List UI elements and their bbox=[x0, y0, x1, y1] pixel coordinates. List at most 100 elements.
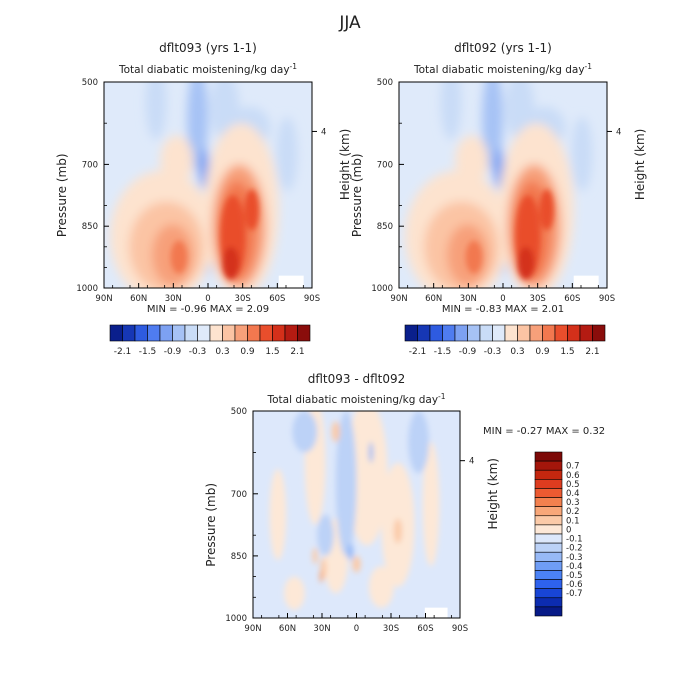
colorbar-box bbox=[592, 324, 606, 342]
subtitle-superscript: -1 bbox=[290, 62, 298, 71]
blob-small bbox=[331, 421, 340, 443]
colorbar-dflt092: -2.1 -1.5 -0.9 -0.3 0.3 0.9 1.5 2.1 bbox=[404, 324, 606, 357]
blob-small bbox=[347, 543, 354, 561]
colorbar-label: 0 bbox=[566, 525, 571, 535]
heatmap-field bbox=[104, 82, 312, 288]
panel-difference: dflt093 - dflt092 Total diabatic moisteni… bbox=[204, 372, 605, 634]
figure-title: JJA bbox=[338, 13, 361, 33]
x-tick-label: 90S bbox=[452, 624, 468, 634]
colorbar-label: 1.5 bbox=[560, 347, 574, 357]
colorbar-box bbox=[429, 324, 443, 342]
colorbar-box bbox=[284, 324, 298, 342]
x-tick-label: 0 bbox=[500, 294, 505, 304]
x-tick-label: 90N bbox=[244, 624, 261, 634]
blob-pos bbox=[346, 411, 388, 546]
colorbar-box bbox=[534, 597, 563, 608]
blob-neg bbox=[440, 82, 462, 140]
colorbar-box bbox=[479, 324, 493, 342]
blob-small bbox=[312, 547, 318, 565]
colorbar-label: -2.1 bbox=[114, 347, 132, 357]
panel-title: dflt093 (yrs 1-1) bbox=[159, 41, 257, 55]
subtitle-text: Total diabatic moistening/kg day bbox=[413, 64, 585, 76]
y-right-axis-title: Height (km) bbox=[633, 129, 647, 200]
x-tick-label: 30N bbox=[460, 294, 477, 304]
colorbar-box bbox=[454, 324, 468, 342]
blob-core bbox=[465, 240, 483, 274]
x-tick-label: 60N bbox=[425, 294, 442, 304]
colorbar-box bbox=[234, 324, 248, 342]
height-tick-label: 4 bbox=[321, 127, 326, 137]
colorbar-box bbox=[159, 324, 173, 342]
colorbar-label: -0.2 bbox=[566, 544, 583, 554]
blob-core bbox=[170, 240, 188, 274]
colorbar-box bbox=[534, 533, 563, 544]
colorbar-box bbox=[534, 497, 563, 507]
y-axis-title: Pressure (mb) bbox=[55, 153, 69, 237]
colorbar-box bbox=[184, 324, 198, 342]
colorbar-box bbox=[297, 324, 311, 342]
blob-small bbox=[393, 518, 403, 544]
min-max-stats: MIN = -0.83 MAX = 2.01 bbox=[442, 304, 564, 315]
colorbar-label: 0.2 bbox=[566, 507, 580, 517]
x-tick-label: 60S bbox=[269, 294, 285, 304]
colorbar-label: 1.5 bbox=[265, 347, 279, 357]
x-tick-label: 60S bbox=[564, 294, 580, 304]
blob-neg bbox=[276, 117, 298, 192]
blob-neg bbox=[317, 514, 334, 556]
colorbar-label: 0.9 bbox=[240, 347, 255, 357]
blob-pos bbox=[284, 576, 305, 610]
missing-data bbox=[573, 275, 599, 288]
blob-neg bbox=[571, 117, 593, 192]
blob-core bbox=[244, 189, 259, 231]
colorbar-label: -0.4 bbox=[566, 562, 583, 572]
height-tick-label: 4 bbox=[469, 457, 474, 467]
blob-pos bbox=[160, 135, 194, 185]
x-tick-label: 90S bbox=[599, 294, 615, 304]
colorbar-label: 2.1 bbox=[290, 347, 304, 357]
blob-small bbox=[368, 442, 374, 463]
colorbar-box bbox=[534, 561, 563, 571]
panel-subtitle: Total diabatic moistening/kg day-1 bbox=[266, 392, 445, 406]
y-tick-label: 1000 bbox=[76, 284, 98, 294]
x-tick-label: 90N bbox=[95, 294, 112, 304]
y-tick-label: 700 bbox=[82, 160, 98, 170]
colorbar-box bbox=[222, 324, 236, 342]
subtitle-superscript: -1 bbox=[438, 392, 446, 401]
y-right-axis-title: Height (km) bbox=[486, 458, 500, 529]
colorbar-box bbox=[534, 606, 563, 617]
y-axis-title: Pressure (mb) bbox=[350, 153, 364, 237]
y-tick-label: 850 bbox=[377, 222, 393, 232]
colorbar-box bbox=[579, 324, 593, 342]
colorbar-label: 0.6 bbox=[566, 471, 580, 481]
blob-core bbox=[539, 189, 554, 231]
x-tick-label: 30N bbox=[165, 294, 182, 304]
x-tick-label: 90S bbox=[304, 294, 320, 304]
subtitle-text: Total diabatic moistening/kg day bbox=[266, 394, 438, 406]
colorbar-box bbox=[534, 479, 563, 489]
colorbar-difference: 0.70.60.50.40.30.20.10-0.1-0.2-0.3-0.4-0… bbox=[534, 451, 583, 617]
colorbar-box bbox=[567, 324, 581, 342]
colorbar-label: -0.3 bbox=[484, 347, 502, 357]
y-tick-label: 700 bbox=[231, 490, 247, 500]
colorbar-label: 0.4 bbox=[566, 489, 580, 499]
x-tick-label: 30N bbox=[313, 624, 330, 634]
blob-neg bbox=[292, 411, 318, 453]
colorbar-box bbox=[504, 324, 518, 342]
colorbar-box bbox=[534, 579, 563, 589]
subtitle-text: Total diabatic moistening/kg day bbox=[118, 64, 290, 76]
blob-pos bbox=[455, 135, 489, 185]
colorbar-box bbox=[492, 324, 506, 342]
colorbar-box bbox=[534, 469, 563, 480]
colorbar-label: 0.3 bbox=[215, 347, 229, 357]
panel-title: dflt092 (yrs 1-1) bbox=[454, 41, 552, 55]
colorbar-box bbox=[197, 324, 211, 342]
y-axis-title: Pressure (mb) bbox=[204, 483, 218, 567]
colorbar-box bbox=[554, 324, 568, 342]
colorbar-label: 0.9 bbox=[535, 347, 550, 357]
colorbar-label: 0.5 bbox=[566, 480, 580, 490]
y-tick-label: 850 bbox=[231, 552, 247, 562]
colorbar-label: -0.9 bbox=[459, 347, 477, 357]
colorbar-box bbox=[534, 451, 563, 462]
colorbar-box bbox=[109, 324, 123, 342]
